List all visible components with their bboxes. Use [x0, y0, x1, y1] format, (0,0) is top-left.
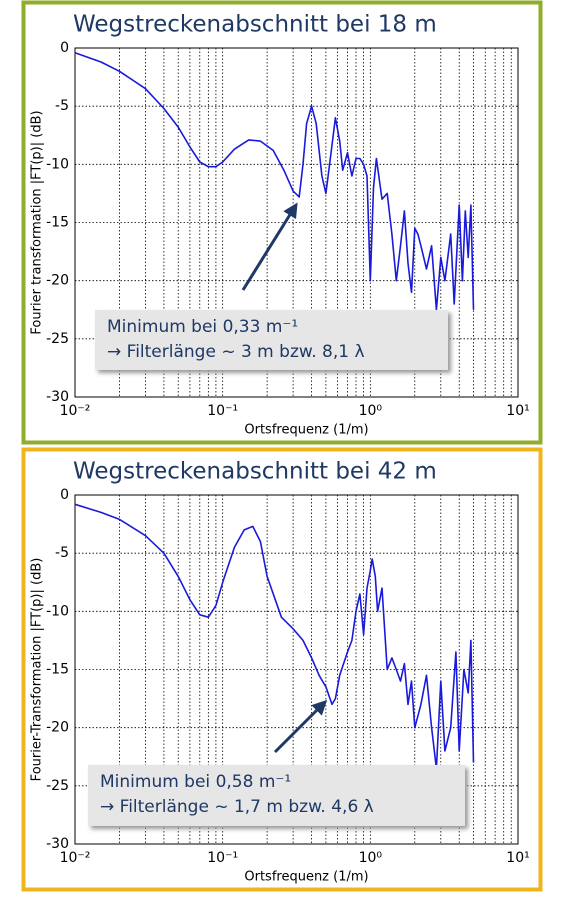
x-tick-label: 10⁻¹: [207, 850, 238, 866]
annotation-box: [95, 310, 448, 370]
plot-frame: [74, 47, 519, 398]
data-line: [74, 51, 475, 311]
annotation-box: [88, 765, 465, 826]
data-line: [74, 503, 475, 770]
x-tick-label: 10⁰: [359, 850, 383, 866]
x-tick-label: 10⁰: [359, 403, 383, 419]
y-tick-label: -5: [55, 545, 69, 561]
y-tick-label: -10: [46, 603, 69, 619]
panel-frame: [21, 447, 543, 892]
annotation-text: Minimum bei 0,58 m⁻¹: [100, 772, 291, 792]
chart-title: Wegstreckenabschnitt bei 42 m: [73, 459, 437, 485]
annotation-arrow: [273, 699, 328, 754]
y-tick-label: -10: [46, 156, 69, 172]
panel-frame: [21, 0, 543, 445]
x-axis-label: Ortsfrequenz (1/m): [244, 870, 368, 885]
y-tick-label: -30: [46, 836, 69, 852]
annotation-text: → Filterlänge ~ 3 m bzw. 8,1 λ: [107, 342, 365, 362]
y-tick-label: -25: [46, 778, 69, 794]
chart: Wegstreckenabschnitt bei 42 m 10⁻² 10⁻¹ 10⁰…: [30, 459, 530, 885]
y-tick-label: -15: [46, 215, 69, 231]
y-axis-label: Fourier transformation |FT(p)| (dB): [30, 110, 45, 334]
y-tick-label: -20: [46, 720, 69, 736]
y-axis-label: Fourier-Transformation |FT(p)| (dB): [30, 558, 45, 782]
chart: Wegstreckenabschnitt bei 18 m 10⁻² 10⁻¹ 10⁰…: [30, 12, 530, 438]
x-tick-label: 10⁻¹: [207, 403, 238, 419]
x-axis-label: Ortsfrequenz (1/m): [244, 423, 368, 438]
y-tick-label: -5: [55, 98, 69, 114]
x-tick-label: 10¹: [506, 850, 529, 866]
y-tick-label: -20: [46, 273, 69, 289]
y-tick-label: -15: [46, 662, 69, 678]
x-tick-label: 10⁻²: [60, 403, 91, 419]
x-tick-label: 10¹: [506, 403, 529, 419]
chart-title: Wegstreckenabschnitt bei 18 m: [73, 12, 437, 38]
x-tick-label: 10⁻²: [60, 850, 91, 866]
annotation-text: Minimum bei 0,33 m⁻¹: [107, 317, 298, 337]
y-tick-label: -30: [46, 389, 69, 405]
y-tick-label: -25: [46, 331, 69, 347]
annotation-text: → Filterlänge ~ 1,7 m bzw. 4,6 λ: [100, 797, 374, 817]
y-tick-label: 0: [60, 40, 69, 56]
y-tick-label: 0: [60, 487, 69, 503]
annotation-arrow: [241, 202, 298, 291]
plot-frame: [74, 494, 519, 845]
